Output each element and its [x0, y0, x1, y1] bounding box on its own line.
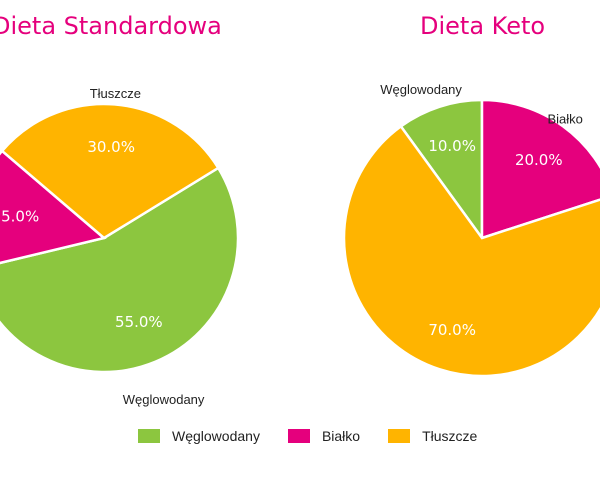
pie-slice-keto-fat	[342, 124, 600, 378]
pie-slice-standard-protein	[0, 149, 107, 265]
slice-category-label-keto-carbs: Węglowodany	[380, 82, 462, 97]
legend-label-protein: Białko	[321, 428, 361, 444]
legend-item-carbs: Węglowodany	[138, 428, 260, 444]
slice-value-label-keto-protein: 20.0%	[515, 151, 563, 169]
pie-slice-keto-protein	[480, 98, 600, 240]
legend-item-protein: Białko	[287, 428, 361, 444]
pie-chart-keto: 10.0% Węglowodany 20.0% Białko 70.0%	[342, 82, 600, 378]
slice-category-label-keto-protein: Białko	[548, 112, 583, 127]
slice-value-label-standard-carbs: 55.0%	[115, 313, 163, 331]
legend-swatch-carbs	[138, 429, 160, 443]
slice-value-label-keto-carbs: 10.0%	[428, 137, 476, 155]
slice-value-label-standard-protein: 15.0%	[0, 208, 39, 226]
pie-slice-standard-fat	[0, 102, 220, 240]
chart-title-keto: Dieta Keto	[420, 12, 546, 40]
slice-category-label-standard-carbs: Węglowodany	[123, 392, 205, 407]
legend-label-fat: Tłuszcze	[422, 428, 478, 444]
legend-swatch-protein	[287, 429, 310, 443]
pie-chart-standard: 55.0%Węglowodany15.0%Białko30.0%Tłuszcze	[0, 86, 240, 407]
chart-title-standard: Dieta Standardowa	[0, 12, 222, 40]
slice-value-label-standard-fat: 30.0%	[87, 138, 135, 156]
legend: Węglowodany Białko Tłuszcze	[138, 428, 477, 444]
slice-value-label-keto-fat: 70.0%	[428, 321, 476, 339]
pie-slice-keto-carbs	[399, 98, 484, 242]
slice-category-label-standard-fat: Tłuszcze	[90, 86, 141, 101]
legend-label-carbs: Węglowodany	[172, 428, 260, 444]
legend-item-fat: Tłuszcze	[388, 428, 477, 444]
pie-slice-standard-carbs	[0, 166, 240, 374]
legend-swatch-fat	[388, 429, 411, 443]
